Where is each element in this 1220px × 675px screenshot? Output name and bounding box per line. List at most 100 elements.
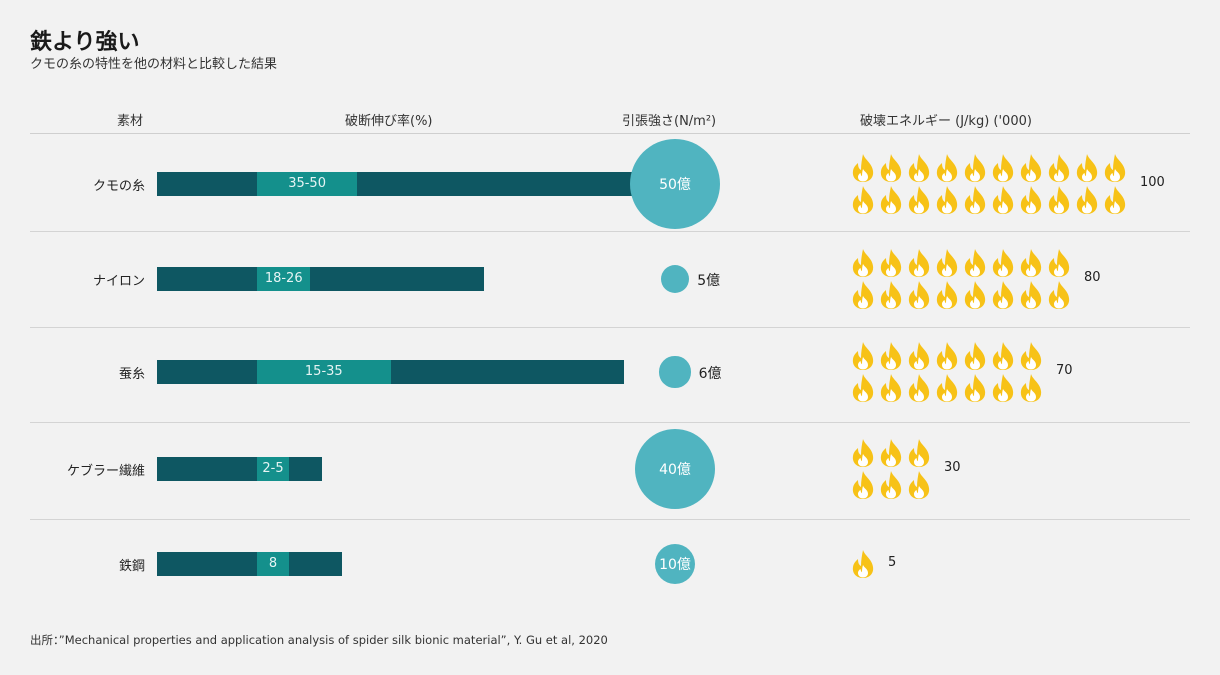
elongation-bar: 18-26 <box>157 267 485 291</box>
material-label: 蚕糸 <box>118 367 145 382</box>
flame-icon <box>878 280 904 310</box>
flame-icon <box>934 373 960 403</box>
flame-icon <box>934 341 960 371</box>
elongation-bar: 2-5 <box>157 457 323 481</box>
chart-subtitle: クモの糸の特性を他の材料と比較した結果 <box>30 57 278 72</box>
flame-icon <box>906 438 932 468</box>
material-label: ケブラー繊維 <box>66 464 145 479</box>
flame-icon <box>906 280 932 310</box>
tensile-circle: 40億 <box>634 428 716 510</box>
tensile-label: 6億 <box>698 366 722 382</box>
flame-icon <box>906 373 932 403</box>
flame-icon <box>934 248 960 278</box>
header-rule <box>30 133 1190 134</box>
flame-icon <box>1018 248 1044 278</box>
flame-icon <box>878 438 904 468</box>
flame-icon <box>1046 248 1072 278</box>
flame-icon <box>1102 185 1128 215</box>
flame-icon <box>850 341 876 371</box>
flame-icon <box>962 185 988 215</box>
flame-icon <box>990 280 1016 310</box>
elongation-range-bar <box>257 552 289 576</box>
flame-icon <box>878 341 904 371</box>
energy-value: 30 <box>944 460 961 475</box>
tensile-label: 10億 <box>659 556 691 573</box>
energy-value: 100 <box>1140 175 1165 190</box>
flame-icon <box>934 280 960 310</box>
flame-icon <box>878 153 904 183</box>
flame-icon <box>1046 185 1072 215</box>
column-header-energy: 破壊エネルギー (J/kg) ('000) <box>860 114 1032 129</box>
flame-icon <box>1018 341 1044 371</box>
flame-icon <box>906 153 932 183</box>
column-header-material: 素材 <box>117 114 144 129</box>
flame-icon <box>850 280 876 310</box>
flame-icon <box>878 248 904 278</box>
flame-icon <box>990 185 1016 215</box>
source-note: 出所：”Mechanical properties and applicatio… <box>30 633 608 647</box>
tensile-label: 40億 <box>659 461 691 478</box>
energy-value: 80 <box>1084 270 1101 285</box>
flame-icon <box>906 185 932 215</box>
flame-icon <box>1102 153 1128 183</box>
elongation-label: 15-35 <box>304 364 343 379</box>
column-header-tensile: 引張強さ(N/m²) <box>622 114 717 129</box>
elongation-range-bar <box>257 172 358 196</box>
tensile-circle <box>659 356 691 388</box>
energy-value: 70 <box>1056 363 1073 378</box>
flame-icon <box>1018 185 1044 215</box>
elongation-bar: 15-35 <box>157 360 625 384</box>
material-label: 鉄鋼 <box>118 559 145 574</box>
flame-icon <box>850 185 876 215</box>
flame-icon <box>962 373 988 403</box>
flame-icon <box>878 373 904 403</box>
energy-value: 5 <box>888 555 897 570</box>
tensile-circle <box>660 264 690 294</box>
flame-icon <box>990 248 1016 278</box>
elongation-bar: 8 <box>157 552 343 576</box>
row-divider <box>30 422 1190 423</box>
column-header-elongation: 破断伸び率(%) <box>345 114 433 129</box>
flame-icon <box>962 280 988 310</box>
flame-icon <box>850 153 876 183</box>
flame-icon <box>850 470 876 500</box>
flame-icon <box>934 185 960 215</box>
flame-icon <box>1074 185 1100 215</box>
elongation-range-bar <box>257 360 391 384</box>
flame-icon <box>962 248 988 278</box>
tensile-circle: 50億 <box>630 139 720 229</box>
flame-icon <box>906 470 932 500</box>
tensile-label: 50億 <box>659 177 691 193</box>
flame-icon <box>1018 280 1044 310</box>
flame-icon <box>878 185 904 215</box>
flame-icon <box>990 153 1016 183</box>
flame-icon <box>850 438 876 468</box>
material-label: クモの糸 <box>92 179 145 194</box>
flame-icon <box>1074 153 1100 183</box>
elongation-range-bar <box>257 457 289 481</box>
tensile-label: 5億 <box>697 273 721 289</box>
flame-icon <box>850 549 876 579</box>
flame-icon <box>1018 153 1044 183</box>
row-divider <box>30 519 1190 520</box>
flame-icon <box>906 248 932 278</box>
elongation-label: 2-5 <box>262 461 284 476</box>
elongation-range-bar <box>257 267 311 291</box>
material-label: ナイロン <box>92 274 145 289</box>
elongation-bar: 35-50 <box>157 172 692 196</box>
chart-title: 鉄より強い <box>30 30 140 55</box>
flame-icon <box>1046 153 1072 183</box>
elongation-label: 35-50 <box>288 176 326 191</box>
elongation-label: 18-26 <box>264 271 303 286</box>
flame-icon <box>1018 373 1044 403</box>
row-divider <box>30 231 1190 232</box>
flame-icon <box>990 341 1016 371</box>
row-divider <box>30 327 1190 328</box>
flame-icon <box>878 470 904 500</box>
flame-icon <box>906 341 932 371</box>
elongation-label: 8 <box>268 556 278 571</box>
flame-icon <box>962 341 988 371</box>
flame-icon <box>850 373 876 403</box>
flame-icon <box>990 373 1016 403</box>
flame-icon <box>962 153 988 183</box>
